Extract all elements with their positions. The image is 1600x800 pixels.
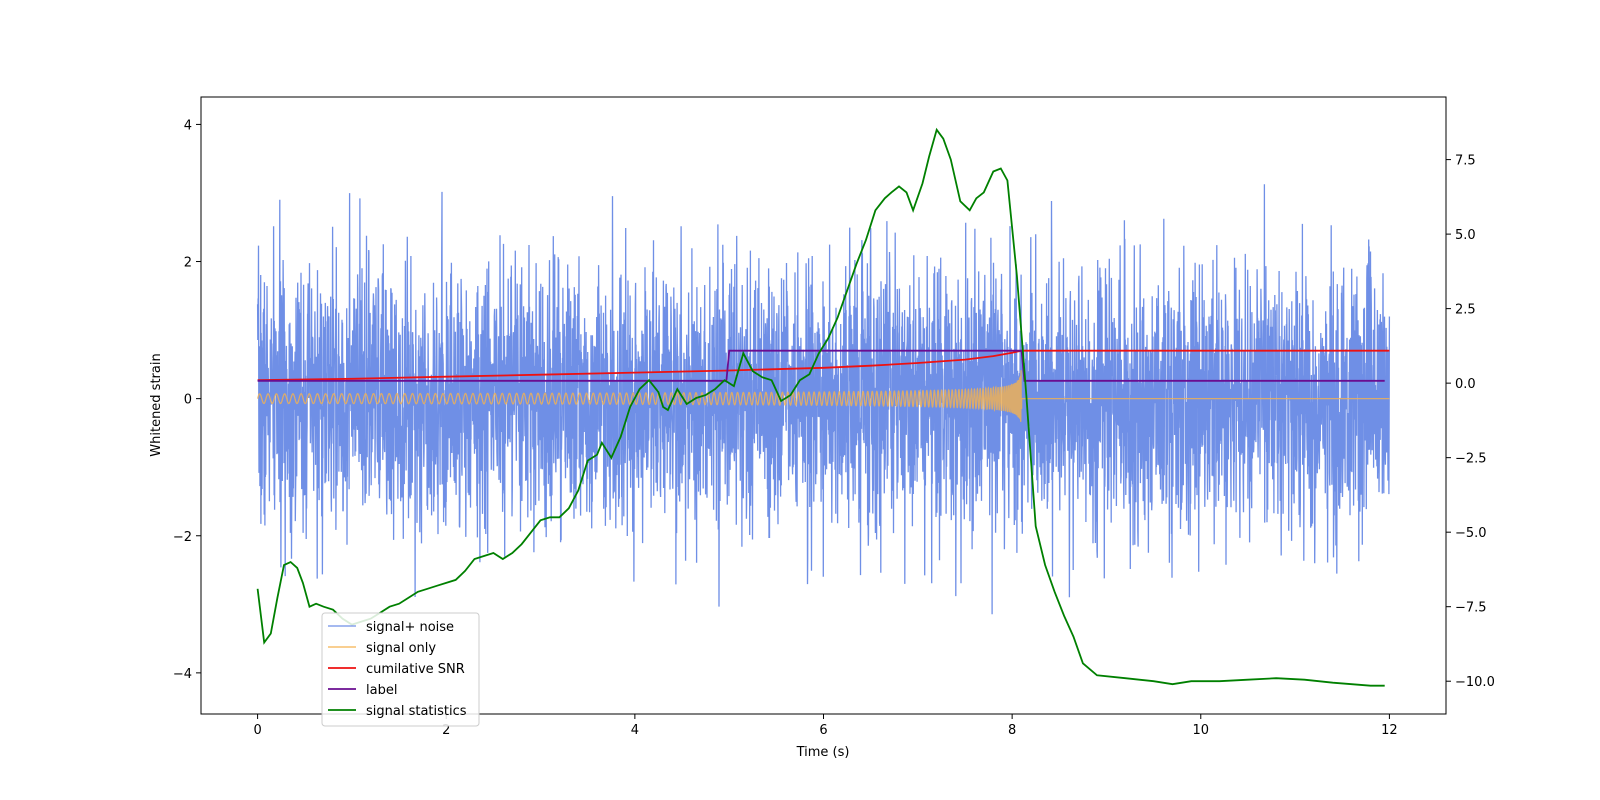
x-tick-label: 12 bbox=[1381, 723, 1398, 738]
series-signal-statistics-line bbox=[256, 127, 1385, 687]
series-signal-plus-noise-line bbox=[256, 184, 1391, 615]
y-tick-label: −4 bbox=[173, 667, 192, 682]
y-axis-right: −10.0 −7.5 −5.0 −2.5 0.0 2.5 5.0 7.5 bbox=[1446, 154, 1495, 690]
y2-tick-label: −2.5 bbox=[1455, 452, 1487, 467]
legend: signal+ noise signal only cumilative SNR la… bbox=[321, 612, 480, 727]
series-signal-only-line bbox=[256, 370, 1390, 422]
legend-label: cumilative SNR bbox=[366, 662, 465, 677]
y-tick-label: 2 bbox=[184, 256, 192, 271]
y2-tick-label: 5.0 bbox=[1455, 228, 1476, 243]
legend-label: label bbox=[366, 683, 397, 698]
x-tick-label: 2 bbox=[442, 723, 450, 738]
y2-tick-label: 7.5 bbox=[1455, 154, 1476, 169]
x-tick-label: 0 bbox=[253, 723, 261, 738]
y-tick-label: −2 bbox=[173, 530, 192, 545]
x-tick-label: 6 bbox=[819, 723, 827, 738]
x-tick-label: 4 bbox=[631, 723, 639, 738]
y-axis-label: Whitened strain bbox=[149, 353, 164, 456]
legend-label: signal only bbox=[366, 641, 436, 656]
y2-tick-label: −7.5 bbox=[1455, 601, 1487, 616]
legend-label: signal+ noise bbox=[366, 620, 454, 635]
legend-box bbox=[321, 612, 480, 727]
y2-tick-label: 0.0 bbox=[1455, 377, 1476, 392]
y2-tick-label: −10.0 bbox=[1455, 675, 1495, 690]
x-tick-label: 8 bbox=[1008, 723, 1016, 738]
plot-area bbox=[256, 127, 1391, 687]
y2-tick-label: 2.5 bbox=[1455, 303, 1476, 318]
y-tick-label: 0 bbox=[184, 393, 192, 408]
y2-tick-label: −5.0 bbox=[1455, 526, 1487, 541]
x-axis-label: Time (s) bbox=[796, 745, 850, 760]
y-tick-label: 4 bbox=[184, 118, 192, 133]
series-cumilative-snr-line bbox=[257, 349, 1390, 381]
y-axis-left: −4 −2 0 2 4 bbox=[173, 118, 201, 682]
legend-label: signal statistics bbox=[366, 704, 467, 719]
x-tick-label: 10 bbox=[1192, 723, 1209, 738]
x-axis: 0 2 4 6 8 10 12 bbox=[253, 714, 1398, 738]
